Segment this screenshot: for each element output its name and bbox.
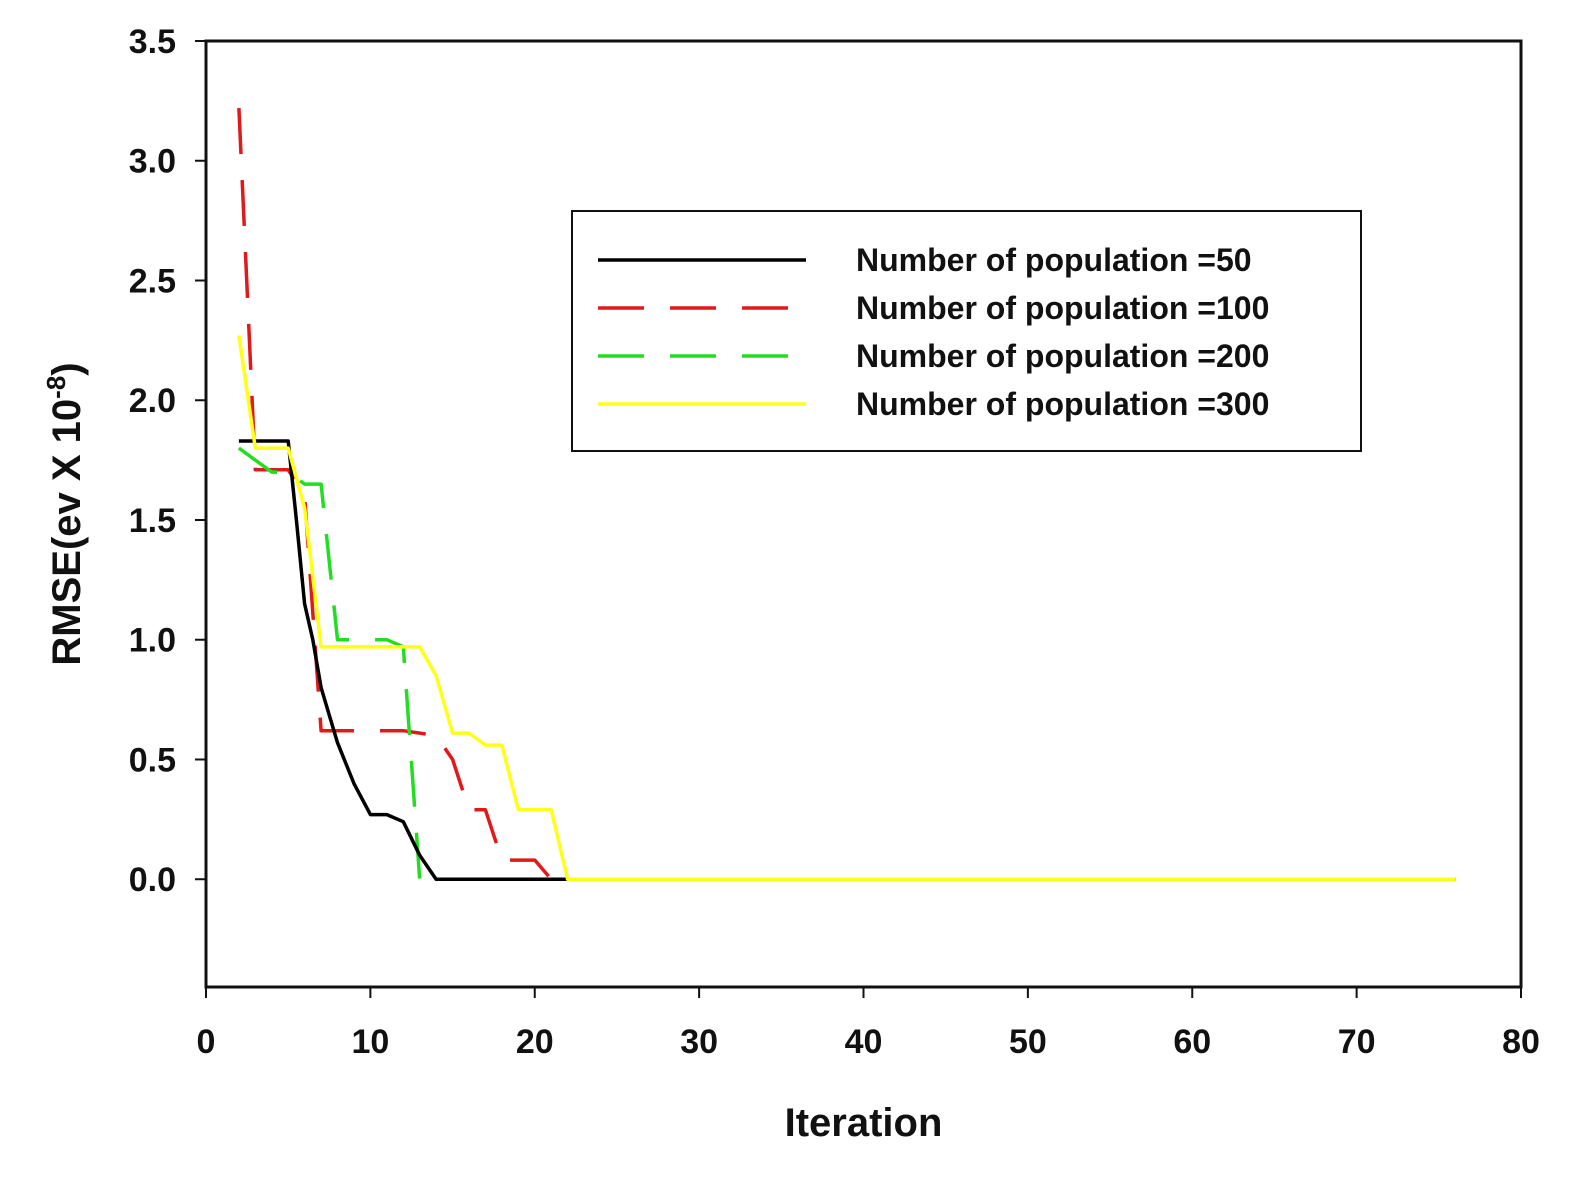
y-tick-label: 1.0 [129, 622, 176, 660]
x-tick-label: 10 [351, 1023, 389, 1061]
legend: Number of population =50 Number of popula… [571, 210, 1362, 452]
y-tick-label: 2.5 [129, 262, 176, 300]
legend-label: Number of population =200 [856, 338, 1269, 374]
legend-box [571, 210, 1362, 452]
series-line-3 [237, 335, 1456, 881]
series-line-0 [238, 439, 1456, 881]
x-tick-label: 50 [1009, 1023, 1047, 1061]
y-tick-label: 0.5 [129, 741, 176, 779]
y-tick-label: 2.0 [129, 382, 176, 420]
y-axis: 0.0 0.5 1.0 1.5 2.0 2.5 3.0 3.5 [129, 23, 206, 899]
x-tick-label: 20 [516, 1023, 554, 1061]
legend-label: Number of population =300 [856, 386, 1269, 422]
x-tick-label: 80 [1502, 1023, 1540, 1061]
y-axis-title-suffix: ) [45, 362, 89, 375]
y-tick-label: 0.0 [129, 861, 176, 899]
legend-label: Number of population =50 [856, 242, 1252, 278]
x-tick-label: 60 [1173, 1023, 1211, 1061]
legend-label: Number of population =100 [856, 290, 1269, 326]
x-axis: 0 10 20 30 40 50 60 70 80 [197, 987, 1540, 1061]
y-axis-title-exponent: -8 [41, 376, 71, 399]
y-tick-label: 3.0 [129, 143, 176, 181]
x-tick-label: 30 [680, 1023, 718, 1061]
y-axis-title-main: RMSE(ev X 10 [45, 399, 89, 666]
x-tick-label: 70 [1338, 1023, 1376, 1061]
plot-frame [204, 39, 1523, 989]
plot-area [204, 39, 1523, 989]
x-tick-label: 40 [845, 1023, 883, 1061]
series-line-2 [237, 446, 1456, 881]
series-line-1 [237, 108, 1456, 881]
y-tick-label: 1.5 [129, 502, 176, 540]
y-tick-label: 3.5 [129, 23, 176, 61]
series-layer [237, 108, 1456, 881]
x-axis-title: Iteration [785, 1101, 943, 1145]
y-axis-title: RMSE(ev X 10-8) [41, 362, 89, 665]
x-tick-label: 0 [197, 1023, 216, 1061]
